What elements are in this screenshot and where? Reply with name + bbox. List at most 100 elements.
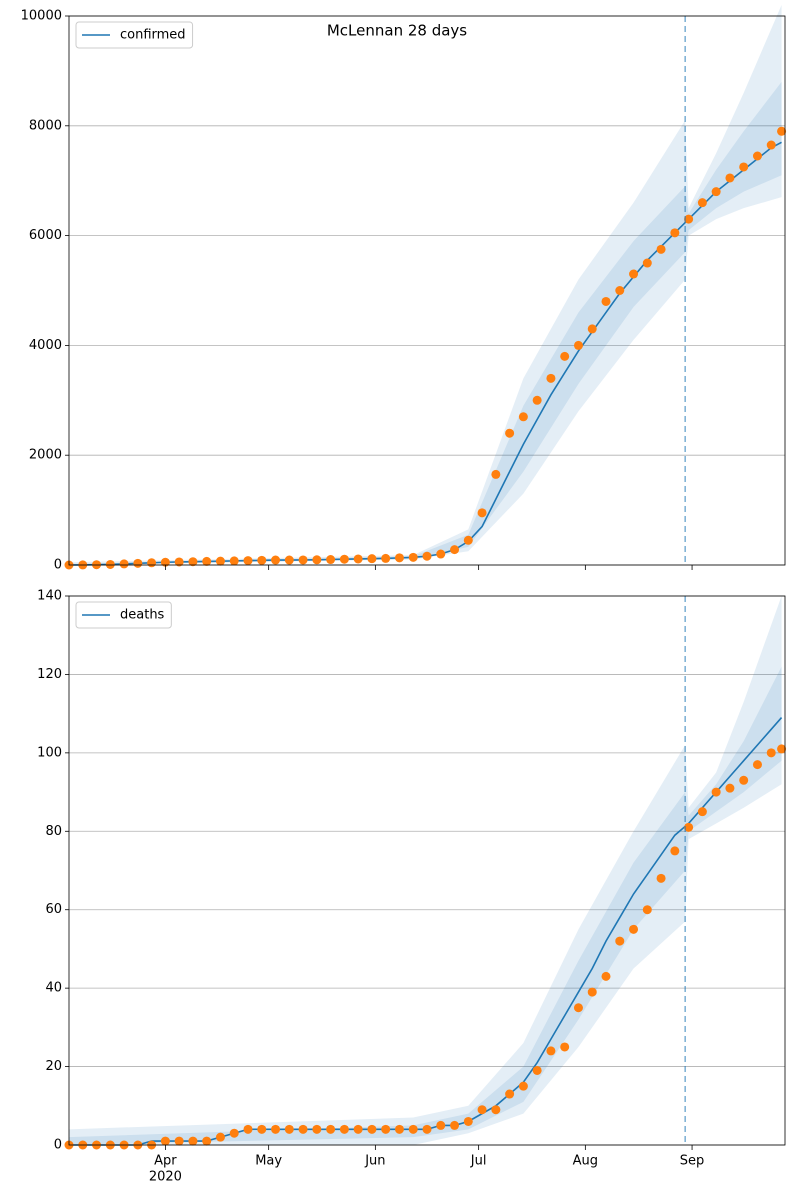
y-tick-label: 10000 [21, 9, 62, 24]
observed-point [298, 555, 308, 565]
observed-point [147, 558, 157, 568]
observed-point [777, 744, 787, 754]
plot-frame [68, 595, 786, 1146]
observed-point [725, 173, 735, 183]
observed-point [450, 545, 460, 555]
observed-point [642, 905, 652, 915]
observed-point [711, 187, 721, 197]
band [69, 5, 782, 565]
observed-point [450, 1120, 460, 1130]
observed-point [491, 469, 501, 479]
observed-point [174, 1136, 184, 1146]
y-tick-label: 40 [45, 981, 62, 996]
observed-point [670, 846, 680, 856]
observed-point [202, 1136, 212, 1146]
x-tick-label: Apr [154, 1154, 177, 1169]
y-tick-label: 20 [45, 1059, 62, 1074]
observed-point [477, 1105, 487, 1115]
observed-point [463, 535, 473, 545]
legend: confirmed [75, 21, 194, 49]
observed-point [394, 1124, 404, 1134]
observed-point [573, 340, 583, 350]
x-tick-label: Sep [680, 1154, 705, 1169]
observed-point [271, 555, 281, 565]
observed-point [105, 559, 115, 569]
observed-point [188, 557, 198, 567]
observed-point [436, 1120, 446, 1130]
plot-frame [68, 15, 786, 566]
x-tick-label: Jul [470, 1154, 487, 1169]
observed-point [422, 1124, 432, 1134]
y-tick-label: 0 [54, 558, 62, 573]
legend: deaths [75, 601, 172, 629]
observed-point [629, 269, 639, 279]
observed-point [160, 557, 170, 567]
y-tick-label: 60 [45, 902, 62, 917]
x-tick-label: May [255, 1154, 282, 1169]
observed-point [766, 748, 776, 758]
legend-box [75, 601, 172, 629]
observed-point [615, 936, 625, 946]
observed-point [587, 324, 597, 334]
legend-label: deaths [120, 608, 165, 623]
observed-point [739, 775, 749, 785]
observed-point [739, 162, 749, 172]
observed-point [684, 822, 694, 832]
observed-point [546, 373, 556, 383]
observed-point [215, 556, 225, 566]
observed-point [174, 557, 184, 567]
observed-point [601, 296, 611, 306]
observed-point [202, 556, 212, 566]
y-tick-label: 80 [45, 824, 62, 839]
observed-point [697, 807, 707, 817]
observed-point [381, 1124, 391, 1134]
observed-point [766, 140, 776, 150]
y-tick-label: 100 [37, 745, 62, 760]
observed-point [463, 1116, 473, 1126]
y-tick-label: 0 [54, 1138, 62, 1153]
y-tick-label: 140 [37, 589, 62, 604]
observed-point [298, 1124, 308, 1134]
band [69, 596, 782, 1145]
observed-point [629, 924, 639, 934]
legend-label: confirmed [120, 28, 186, 43]
observed-point [601, 971, 611, 981]
observed-point [312, 555, 322, 565]
observed-point [684, 214, 694, 224]
observed-point [642, 258, 652, 268]
observed-point [353, 554, 363, 564]
observed-point [546, 1046, 556, 1056]
observed-point [752, 151, 762, 161]
observed-point [229, 556, 239, 566]
observed-point [752, 760, 762, 770]
observed-point [477, 508, 487, 518]
figure-title: McLennan 28 days [327, 22, 467, 40]
observed-point [394, 553, 404, 563]
x-tick-label: Jun [364, 1154, 385, 1169]
observed-point [505, 1089, 515, 1099]
y-tick-label: 4000 [29, 338, 62, 353]
observed-point [367, 1124, 377, 1134]
y-tick-label: 2000 [29, 448, 62, 463]
observed-point [491, 1105, 501, 1115]
y-tick-label: 120 [37, 667, 62, 682]
x-tick-label: Aug [573, 1154, 598, 1169]
observed-point [711, 787, 721, 797]
observed-point [518, 1081, 528, 1091]
observed-point [697, 198, 707, 208]
observed-point [133, 558, 143, 568]
observed-point [560, 1042, 570, 1052]
y-tick-label: 8000 [29, 118, 62, 133]
observed-point [422, 551, 432, 561]
legend-box [75, 21, 194, 49]
observed-point [573, 1003, 583, 1013]
observed-point [518, 412, 528, 422]
observed-point [257, 1124, 267, 1134]
observed-point [271, 1124, 281, 1134]
observed-point [326, 555, 336, 565]
observed-point [119, 559, 129, 569]
observed-point [408, 1124, 418, 1134]
observed-point [367, 554, 377, 564]
y-tick-label: 6000 [29, 228, 62, 243]
observed-point [777, 126, 787, 136]
